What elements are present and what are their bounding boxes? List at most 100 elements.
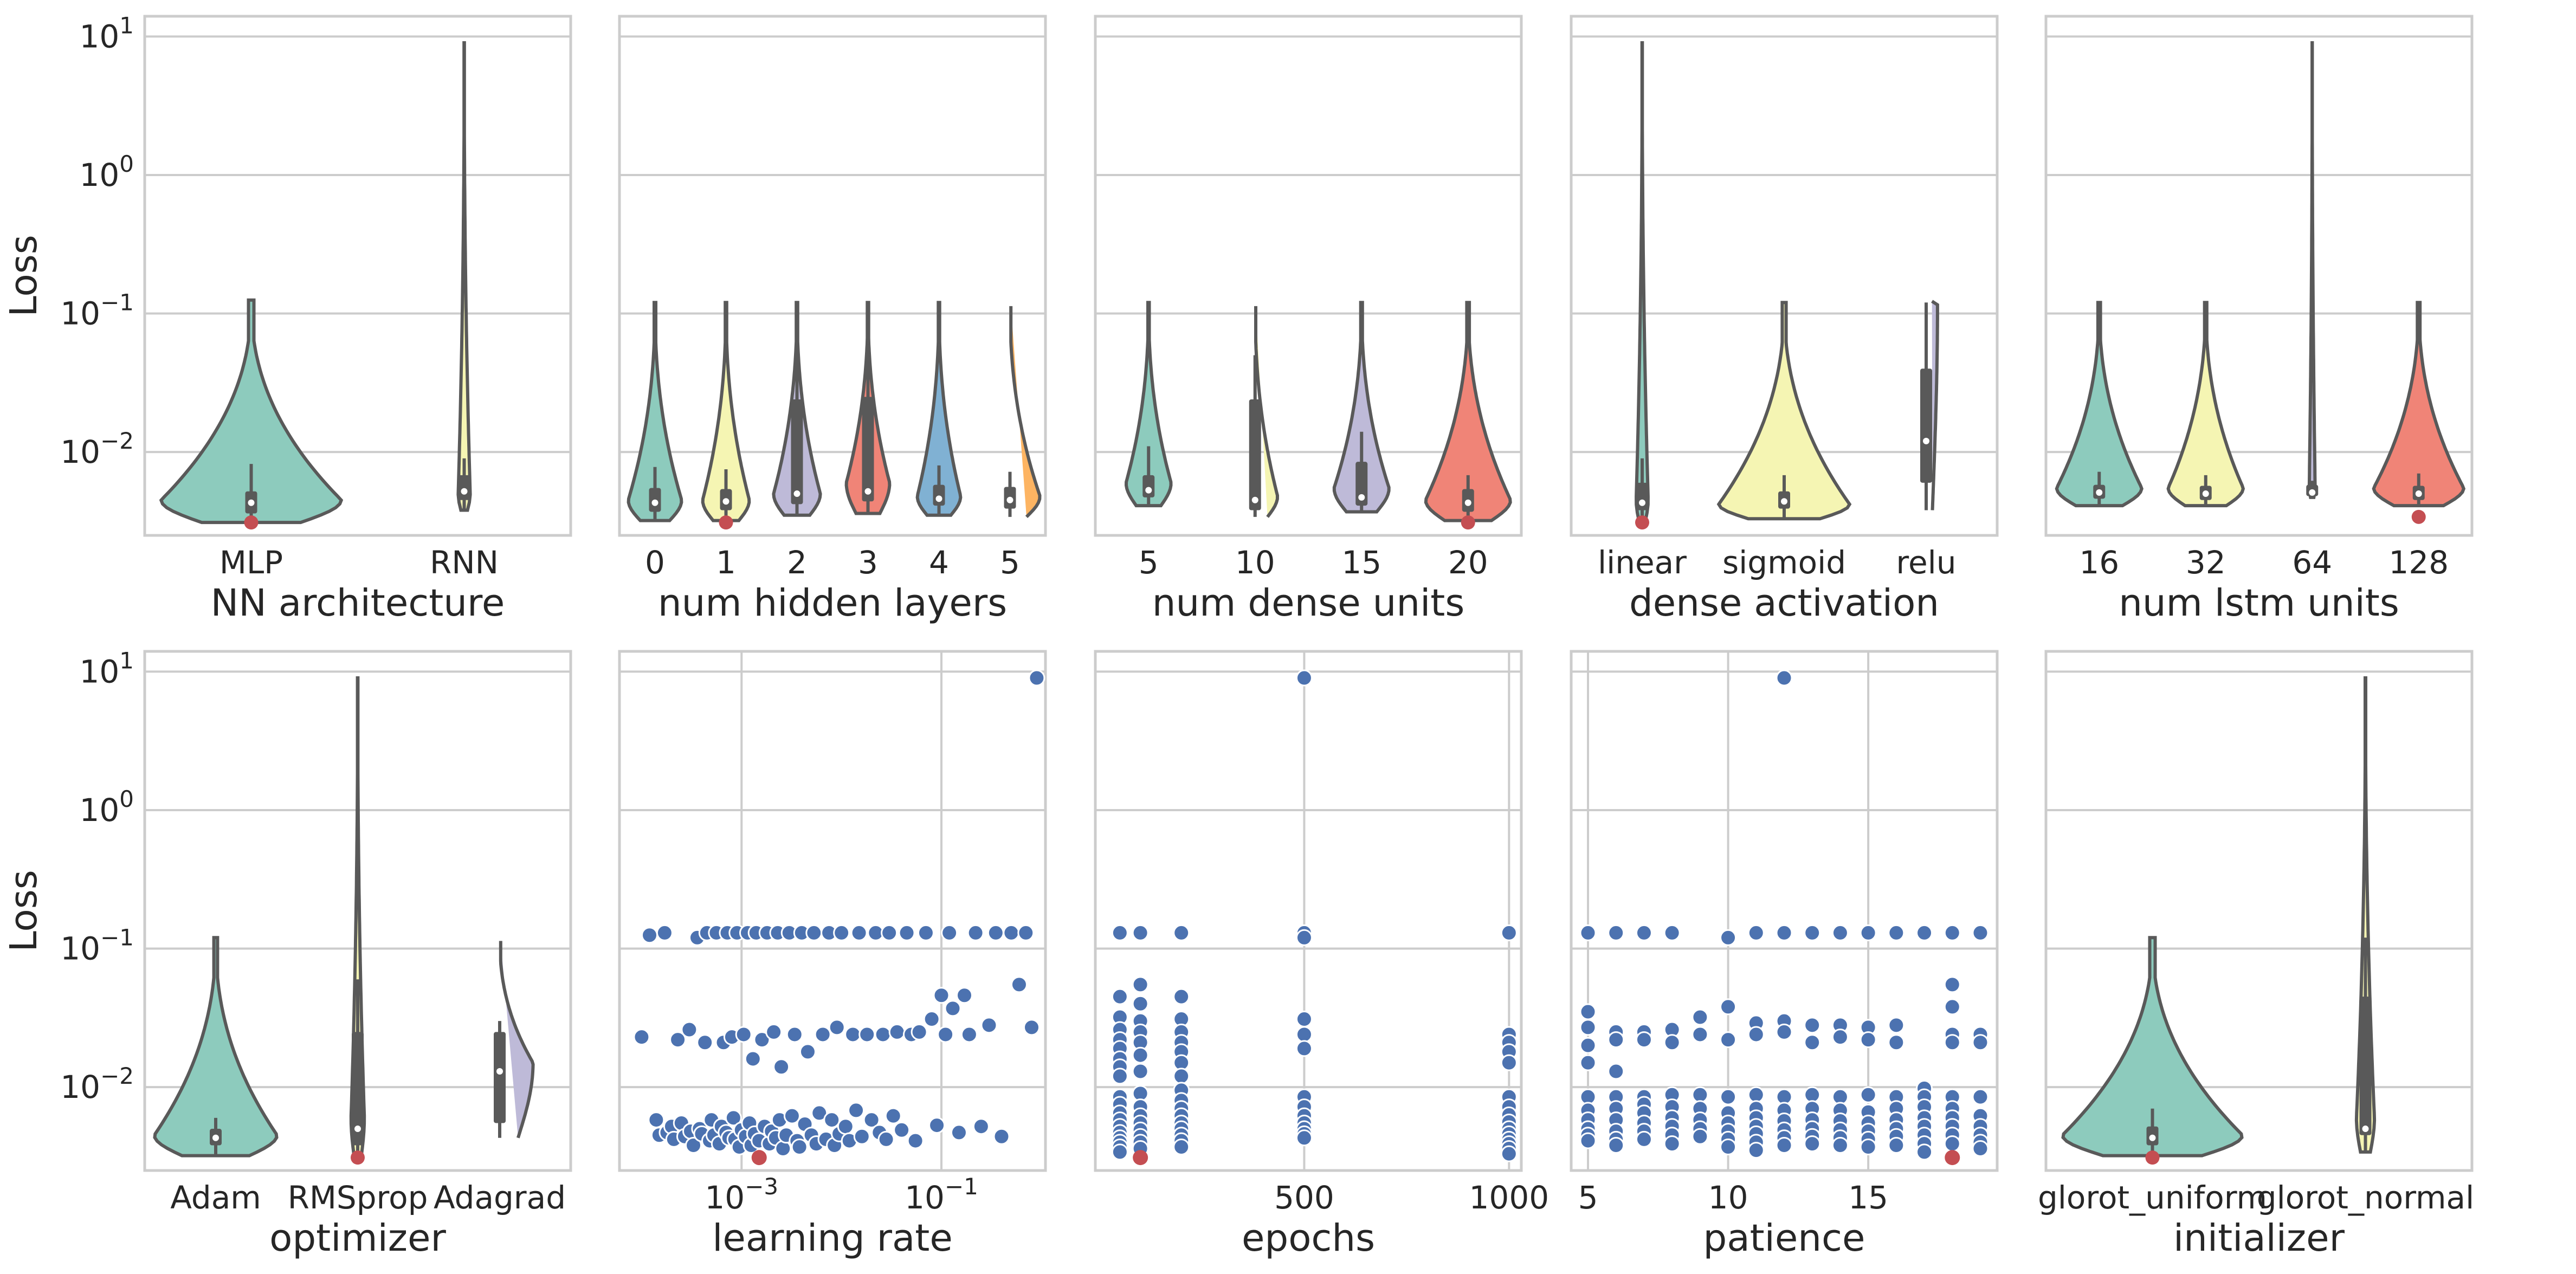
violin-median: [2096, 489, 2103, 496]
violin-1: [701, 301, 751, 522]
scatter-point: [1972, 1088, 1989, 1105]
violin-median: [1251, 496, 1258, 503]
scatter-point: [1804, 1135, 1821, 1153]
best-result-marker: [1635, 515, 1649, 530]
scatter-point: [907, 1132, 924, 1149]
x-tick-label: 2: [787, 544, 807, 581]
scatter-point: [1860, 1138, 1877, 1155]
scatter-point: [1691, 1086, 1709, 1103]
y-tick-label: 10−1: [60, 289, 134, 332]
violin-RNN: [456, 41, 472, 512]
violin-4: [915, 301, 963, 517]
scatter-point: [1691, 1008, 1709, 1026]
violin-glorot_uniform: [2061, 936, 2244, 1157]
violin-median: [2309, 489, 2316, 496]
scatter-point: [1944, 924, 1961, 941]
scatter-point: [1720, 1088, 1737, 1105]
scatter-point: [877, 1130, 895, 1148]
best-result-marker: [719, 515, 733, 530]
scatter-point: [1579, 1019, 1597, 1036]
scatter-point: [1010, 976, 1028, 993]
scatter-point: [853, 1128, 870, 1145]
violin-median: [248, 499, 255, 506]
scatter-point: [950, 1124, 967, 1141]
x-axis-label: initializer: [2173, 1217, 2345, 1260]
scatter-point: [753, 1031, 771, 1049]
scatter-point: [1500, 1054, 1518, 1071]
scatter-point: [1916, 924, 1933, 941]
x-axis-label: patience: [1703, 1217, 1865, 1260]
scatter-point: [1132, 1046, 1149, 1064]
y-axis-label: Loss: [2, 870, 46, 952]
scatter-point: [1944, 1034, 1961, 1051]
violin-iqr-box: [1355, 462, 1368, 506]
violin-16: [2055, 301, 2144, 508]
x-tick-label: 3: [858, 544, 878, 581]
scatter-point: [967, 924, 984, 941]
scatter-point: [1579, 1003, 1597, 1020]
x-tick-label: Adagrad: [434, 1179, 566, 1216]
violin-5: [1124, 301, 1173, 508]
x-tick-label: MLP: [219, 544, 283, 581]
scatter-point: [1028, 669, 1045, 687]
violin-10: [1254, 306, 1280, 518]
x-tick-label: sigmoid: [1722, 544, 1846, 581]
scatter-point: [685, 1137, 702, 1154]
violin-median: [793, 490, 800, 497]
y-tick-label: 10−2: [60, 1063, 134, 1105]
scatter-point: [1747, 924, 1765, 941]
scatter-point: [1111, 1143, 1128, 1161]
y-tick-label: 100: [79, 786, 134, 829]
x-tick-label: 1000: [1469, 1179, 1550, 1216]
scatter-point: [1747, 1086, 1765, 1103]
scatter-point: [1972, 924, 1989, 941]
scatter-point: [888, 1023, 906, 1040]
x-tick-label: 32: [2186, 544, 2226, 581]
scatter-point: [696, 1034, 714, 1051]
x-axis-label: dense activation: [1629, 581, 1939, 625]
violin-iqr-box: [862, 397, 874, 502]
x-tick-label: 128: [2388, 544, 2449, 581]
scatter-point: [1635, 1031, 1652, 1049]
x-tick-label: 15: [1848, 1179, 1888, 1216]
scatter-point: [1173, 1138, 1190, 1155]
scatter-point: [1888, 1017, 1905, 1034]
scatter-point: [1500, 1145, 1518, 1162]
scatter-point: [917, 924, 934, 941]
scatter-point: [1944, 998, 1961, 1016]
violin-median: [2149, 1134, 2156, 1141]
y-tick-label: 101: [79, 12, 134, 55]
scatter-point: [1944, 1135, 1961, 1153]
scatter-point: [1888, 1034, 1905, 1051]
scatter-point: [1635, 924, 1652, 941]
scatter-point: [980, 1017, 998, 1034]
y-tick-label: 10−1: [60, 924, 134, 967]
scatter-point: [881, 924, 898, 941]
scatter-point: [1776, 1137, 1793, 1154]
violin-iqr-box: [933, 484, 945, 506]
scatter-point: [972, 1118, 990, 1135]
x-tick-label: relu: [1896, 544, 1956, 581]
x-axis-label: NN architecture: [211, 581, 505, 625]
scatter-point: [1831, 924, 1849, 941]
x-tick-label: 0: [645, 544, 665, 581]
scatter-point: [744, 1050, 761, 1068]
scatter-point: [1003, 924, 1020, 941]
scatter-point: [1860, 1031, 1877, 1049]
scatter-point: [898, 924, 915, 941]
scatter-point: [1295, 669, 1313, 687]
x-tick-label: 16: [2079, 544, 2119, 581]
scatter-point: [735, 1026, 752, 1043]
violin-iqr-box: [458, 475, 470, 500]
best-result-marker: [1461, 515, 1475, 530]
violin-MLP: [159, 298, 344, 525]
violin-median: [651, 499, 658, 506]
scatter-point: [1111, 924, 1128, 941]
scatter-point: [1972, 1140, 1989, 1157]
